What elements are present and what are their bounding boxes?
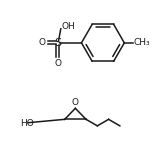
Text: HO: HO (20, 119, 34, 128)
Text: O: O (54, 59, 61, 68)
Text: O: O (39, 38, 45, 47)
Text: CH₃: CH₃ (133, 38, 150, 47)
Text: OH: OH (62, 22, 76, 31)
Text: S: S (54, 38, 61, 48)
Text: O: O (72, 98, 79, 107)
